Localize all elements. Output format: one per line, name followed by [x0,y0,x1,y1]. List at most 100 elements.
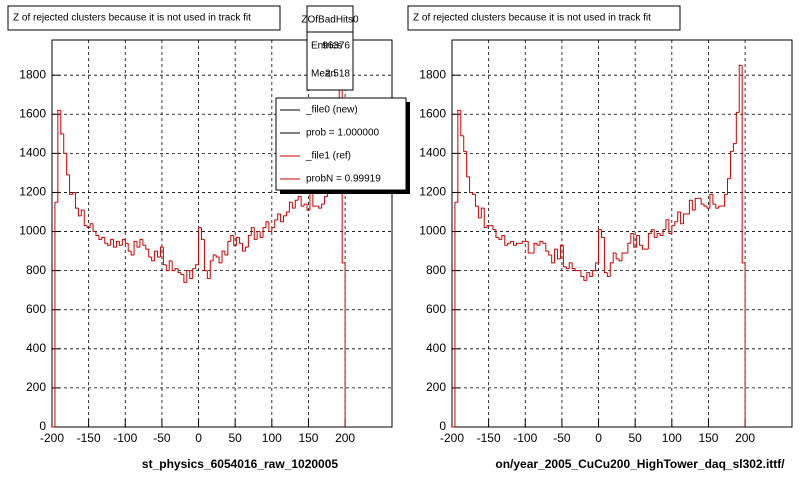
y-tick-label: 1200 [19,185,46,199]
y-tick-label: 200 [426,380,446,394]
histogram-bin [291,202,296,209]
x-tick-label: 150 [698,431,718,445]
histogram-bin [239,237,243,244]
title-box [407,5,681,31]
histogram-bin [198,227,202,265]
histogram-bin [633,233,637,248]
histogram-bin [709,193,713,209]
histogram-bin [600,229,605,238]
histogram-bin [571,262,576,270]
stats-value: 2.518 [325,69,350,80]
histogram-bin [113,239,117,248]
histogram-bin [324,195,328,205]
histogram-bin [271,227,275,232]
histogram-bin [154,250,158,261]
histogram-bin [110,238,114,246]
histogram-bin [189,270,193,279]
histogram-bin [212,254,217,261]
histogram-bin [559,244,564,259]
histogram-bin [492,225,496,231]
histogram-bin [183,274,187,283]
histogram-bin [192,268,196,279]
histogram-bin [480,207,485,218]
histogram-bin [647,233,652,250]
histogram-bin [221,250,225,263]
histogram-bin [680,212,684,225]
y-tick-label: 800 [426,263,446,277]
histogram-bin [206,270,211,279]
legend: _file0 (new) prob = 1.000000 _file1 (ref) p… [275,97,410,194]
histogram-bin [691,200,696,211]
histogram-bin [74,192,79,209]
x-tick-label: -50 [553,431,571,445]
stats-label: Entries [311,41,342,52]
histogram-bin [557,249,561,260]
stats-label: Mean [311,69,336,80]
x-axis-label: st_physics_6054016_raw_1020005 [142,457,338,471]
histogram-bin [735,111,740,144]
histogram-bin [729,150,734,179]
histogram-bin [159,246,164,257]
y-tick-label: 1000 [419,224,446,238]
histogram-bin [586,272,590,281]
histogram-bin [671,225,675,234]
histogram-bin [527,241,532,254]
histogram-bin [603,237,608,274]
histogram-bin [274,219,278,228]
histogram-bin [694,197,699,211]
histogram-bin [230,234,234,242]
histogram-bin [69,174,73,195]
histogram-bin [86,225,91,229]
histogram-bin [738,64,743,113]
y-tick-label: 400 [426,341,446,355]
histogram-bin [162,247,167,266]
x-axis-label: on/year_2005_CuCu200_HighTower_daq_sl302… [495,457,785,471]
histogram-bin [741,65,746,264]
histogram-bin [609,262,614,277]
stats-value: 96376 [322,41,350,52]
histogram-bin [83,210,88,227]
x-tick-label: -150 [477,431,501,445]
histogram-bin [598,229,602,263]
histogram-bin [498,237,502,240]
legend-label: prob = 1.000000 [306,128,380,139]
histogram-bin [712,194,716,205]
histogram-bin [724,193,728,207]
histogram-bin [580,270,584,277]
histogram-bin [277,213,281,220]
stats-title: ZOfBadHits0 [301,15,359,26]
histogram-bin [168,260,173,271]
histogram-bin [639,235,643,246]
histogram-bin [280,213,284,223]
histogram-bin [460,110,464,137]
chart-title: Z of rejected clusters because it is not… [413,13,651,24]
x-tick-label: 100 [662,431,682,445]
x-tick-label: 50 [629,431,643,445]
histogram-bin [665,219,669,230]
histogram-bin [195,264,199,269]
histogram-bin [548,251,552,256]
y-tick-label: 800 [26,263,46,277]
histogram-bin [203,239,208,272]
histogram-bin [495,229,499,238]
x-tick-label: 150 [298,431,318,445]
histogram-bin [630,233,634,244]
y-tick-label: 1800 [419,67,446,81]
x-tick-label: -200 [440,431,464,445]
histogram-bin [145,245,149,250]
histogram-bin [200,227,205,240]
histogram-bin [621,252,625,261]
histogram-bin [483,208,488,229]
x-tick-label: 200 [335,431,355,445]
histogram-bin [469,176,473,193]
histogram-bin [130,251,135,256]
histogram-bin [98,235,102,240]
legend-label: _file0 (new) [305,105,358,116]
histogram-bin [139,238,143,248]
histogram-bin [92,223,96,233]
histogram-bin [256,231,261,240]
histogram-bin [565,266,570,270]
histogram-bin [472,192,476,195]
histogram-bin [627,242,631,254]
